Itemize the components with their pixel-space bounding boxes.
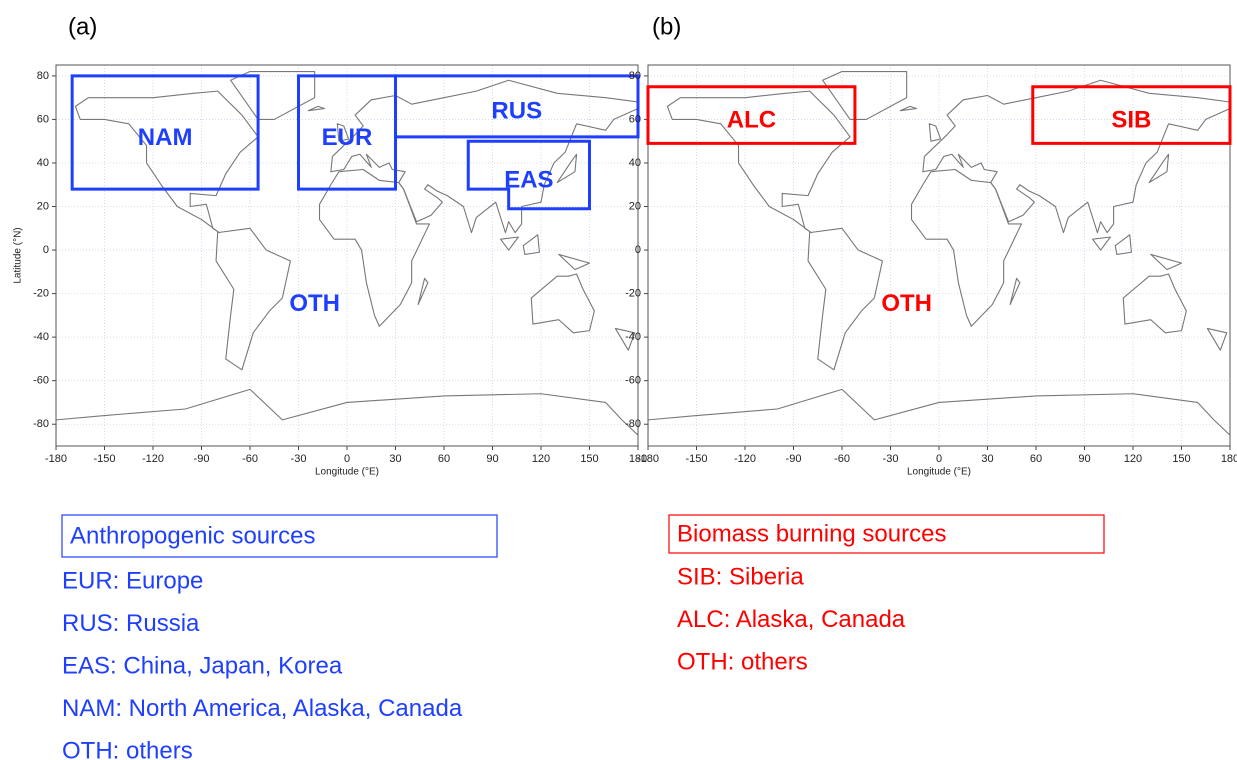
y-axis-title: Latitude (°N) xyxy=(13,227,24,283)
plot-frame xyxy=(647,64,1231,447)
region-box xyxy=(394,74,640,139)
y-tick-label: -40 xyxy=(33,331,49,343)
region-label: OTH xyxy=(881,290,932,317)
x-tick-label: -90 xyxy=(786,453,802,465)
x-tick-label: -30 xyxy=(291,453,307,465)
y-tick-label: 20 xyxy=(37,200,49,212)
map-panel: (b) -180 -150 -120 -90 -60 -30 0 30 60 90 120 150 180… xyxy=(625,13,1237,675)
legend-item: OTH: others xyxy=(62,737,193,760)
plot-frame xyxy=(55,64,639,447)
y-tick-label: 80 xyxy=(37,70,49,82)
legend-item: EUR: Europe xyxy=(62,567,203,594)
legend-item: RUS: Russia xyxy=(62,610,200,637)
panel-label: (a) xyxy=(68,13,97,40)
x-tick-label: -180 xyxy=(45,453,67,465)
region-box xyxy=(297,74,397,191)
region-label: EAS xyxy=(504,166,553,193)
legend-item: OTH: others xyxy=(677,648,808,675)
y-tick-label: 40 xyxy=(37,157,49,169)
y-tick-label: -20 xyxy=(33,288,49,300)
y-tick-label: -20 xyxy=(625,288,641,300)
x-tick-label: 150 xyxy=(1172,453,1190,465)
y-tick-label: -80 xyxy=(625,418,641,430)
y-tick-label: 20 xyxy=(629,200,641,212)
x-tick-label: 60 xyxy=(1030,453,1042,465)
x-tick-label: -60 xyxy=(242,453,258,465)
legend-item: SIB: Siberia xyxy=(677,563,804,590)
x-tick-label: 60 xyxy=(438,453,450,465)
region-label: NAM xyxy=(138,124,193,151)
y-tick-label: 0 xyxy=(43,244,49,256)
legend-item: ALC: Alaska, Canada xyxy=(677,606,906,633)
region-label: RUS xyxy=(491,98,542,125)
region-label: SIB xyxy=(1111,106,1151,133)
x-tick-label: -60 xyxy=(834,453,850,465)
x-tick-label: 180 xyxy=(1221,453,1237,465)
x-tick-label: -90 xyxy=(194,453,210,465)
legend-item: NAM: North America, Alaska, Canada xyxy=(62,695,463,722)
legend-box xyxy=(61,514,498,558)
region-box xyxy=(70,74,260,191)
panel-label: (b) xyxy=(652,13,681,40)
y-tick-label: -60 xyxy=(33,375,49,387)
y-tick-label: 0 xyxy=(635,244,641,256)
region-box xyxy=(1031,85,1232,145)
x-tick-label: -120 xyxy=(142,453,164,465)
x-tick-label: 120 xyxy=(1124,453,1142,465)
y-tick-label: 40 xyxy=(629,157,641,169)
x-tick-label: 0 xyxy=(936,453,942,465)
y-tick-label: -60 xyxy=(625,375,641,387)
legend-title: Anthropogenic sources xyxy=(70,522,315,549)
region-box xyxy=(646,85,857,145)
y-tick-label: 80 xyxy=(629,70,641,82)
x-tick-label: 0 xyxy=(344,453,350,465)
y-tick-label: -40 xyxy=(625,331,641,343)
x-axis-title: Longitude (°E) xyxy=(315,467,379,478)
x-tick-label: 150 xyxy=(580,453,598,465)
x-tick-label: -180 xyxy=(637,453,659,465)
x-axis-title: Longitude (°E) xyxy=(907,467,971,478)
y-tick-label: -80 xyxy=(33,418,49,430)
x-tick-label: 90 xyxy=(486,453,498,465)
x-tick-label: 30 xyxy=(389,453,401,465)
x-tick-label: 120 xyxy=(532,453,550,465)
region-label: EUR xyxy=(322,124,373,151)
region-label: OTH xyxy=(289,290,340,317)
region-label: ALC xyxy=(727,106,776,133)
x-tick-label: 30 xyxy=(981,453,993,465)
y-tick-label: 60 xyxy=(37,113,49,125)
x-tick-label: -150 xyxy=(685,453,707,465)
region-box xyxy=(466,139,591,211)
x-tick-label: -30 xyxy=(883,453,899,465)
x-tick-label: 90 xyxy=(1078,453,1090,465)
x-tick-label: -150 xyxy=(93,453,115,465)
legend-title: Biomass burning sources xyxy=(677,520,946,547)
y-tick-label: 60 xyxy=(629,113,641,125)
x-tick-label: 180 xyxy=(629,453,647,465)
legend-box xyxy=(668,514,1105,554)
map-panel: (a) -180 -150 -120 -90 -60 -30 0 30 60 90 120 150 180… xyxy=(13,13,648,760)
legend-item: EAS: China, Japan, Korea xyxy=(62,652,343,679)
x-tick-label: -120 xyxy=(734,453,756,465)
